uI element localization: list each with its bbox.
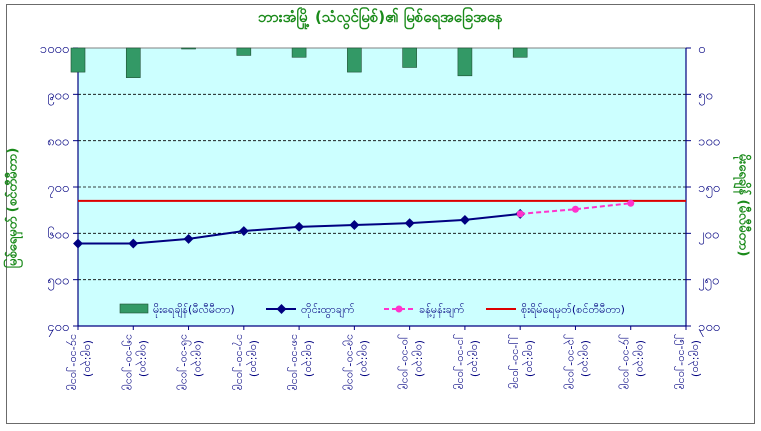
x-time-label: (၀၉:၃၀) — [412, 340, 427, 377]
left-tick-label: ၅၀၀ — [47, 274, 69, 291]
left-tick-label: ၇၀၀ — [47, 181, 69, 198]
x-date-label: ၁၆-၁၀-၂၀၁၉ — [177, 334, 192, 391]
left-tick-label: ၈၀၀ — [47, 135, 69, 150]
x-time-label: (၀၉:၃၀) — [80, 340, 95, 377]
observed-point — [349, 220, 360, 230]
forecast-line — [520, 202, 631, 215]
x-time-label: (၀၉:၃၀) — [301, 340, 316, 377]
x-time-label: (၀၉:၃၀) — [522, 340, 537, 377]
rainfall-bar — [291, 47, 307, 58]
x-time-label: (၀၉:၃၀) — [246, 340, 261, 377]
x-tick-label: ၂၂-၁၀-၂၀၁၉ (၀၉:၃၀) — [508, 334, 537, 389]
x-tick-label: ၂၁-၁၀-၂၀၁၉ (၀၉:၃၀) — [453, 334, 482, 390]
x-tick-label: ၁၈-၁၀-၂၀၁၉ (၀၉:၃၀) — [287, 334, 316, 391]
rainfall-bar — [457, 47, 473, 77]
x-tick-label: ၂၄-၁၀-၂၀၁၉ (၀၉:၃၀) — [619, 334, 648, 390]
x-tick-label: ၁၄-၁၀-၂၀၁၉ (၀၉:၃၀) — [66, 334, 95, 391]
legend-observed-label: တိုင်းထွာချက် — [301, 303, 355, 318]
left-tick-label: ၁၀၀၀ — [40, 42, 69, 57]
right-tick-label: ၃၀၀ — [698, 320, 720, 337]
x-date-label: ၁၄-၁၀-၂၀၁၉ — [66, 334, 81, 391]
rainfall-bar — [125, 47, 141, 78]
observed-point — [183, 233, 194, 244]
right-tick-label: ၁၅၀ — [698, 181, 720, 198]
rainfall-bar — [347, 47, 362, 73]
observed-point — [128, 238, 139, 249]
legend-forecast-label: ခန့်မှန်းချက် — [419, 303, 465, 318]
legend-forecast-marker — [395, 305, 403, 313]
observed-point — [73, 238, 83, 249]
legend-warning-label: စိုးရိမ်ရေမှတ်(စင်တီမီတာ) — [521, 303, 625, 318]
rainfall-bar — [402, 47, 417, 68]
rainfall-bar — [512, 47, 528, 58]
x-time-label: (၀၉:၃၀) — [688, 340, 703, 377]
x-date-label: ၁၈-၁၀-၂၀၁၉ — [287, 334, 302, 391]
observed-point — [459, 214, 470, 225]
x-tick-label: ၂၅-၁၀-၂၀၁၉ (၀၉:၃၀) — [674, 334, 703, 390]
observed-point — [294, 221, 305, 232]
observed-point — [238, 226, 249, 236]
x-date-label: ၂၀-၁၀-၂၀၁၉ — [398, 334, 413, 390]
x-time-label: (၀၉:၃၀) — [356, 340, 371, 377]
x-time-label: (၀၉:၃၀) — [467, 340, 482, 377]
x-tick-label: ၂၃-၁၀-၂၀၁၉ (၀၉:၃၀) — [563, 334, 592, 390]
x-date-label: ၂၄-၁၀-၂၀၁၉ — [619, 334, 634, 390]
x-time-label: (၀၉:၃၀) — [633, 340, 648, 377]
x-date-label: ၂၃-၁၀-၂၀၁၉ — [563, 334, 578, 390]
left-tick-label: ၉၀၀ — [47, 88, 69, 105]
right-tick-label: ၀ — [698, 42, 705, 57]
x-tick-label: ၁၆-၁၀-၂၀၁၉ (၀၉:၃၀) — [177, 334, 206, 391]
left-tick-label: ၆၀၀ — [47, 226, 69, 242]
right-tick-label: ၅၀ — [698, 88, 713, 105]
forecast-point — [516, 210, 524, 218]
chart-title: ဘားအံမြို့ (သံလွင်မြစ်)၏ မြစ်ရေအခြေအနေ — [258, 8, 503, 26]
x-date-label: ၂၂-၁၀-၂၀၁၉ — [508, 334, 523, 389]
x-date-label: ၂၁-၁၀-၂၀၁၉ — [453, 334, 468, 390]
rainfall-bar — [70, 47, 86, 73]
legend-rainfall-label: မိုးရေချိန်(မီလီမီတာ) — [153, 303, 235, 318]
x-tick-label: ၁၉-၁၀-၂၀၁၉ (၀၉:၃၀) — [342, 334, 371, 391]
x-tick-label: ၂၀-၁၀-၂၀၁၉ (၀၉:၃၀) — [398, 334, 427, 390]
forecast-point — [627, 199, 635, 207]
rainfall-bar — [236, 47, 252, 56]
x-tick-label: ၁၅-၁၀-၂၀၁၉ (၀၉:၃၀) — [121, 334, 150, 391]
x-time-label: (၀၉:၃၀) — [577, 340, 592, 377]
right-tick-label: ၂၅၀ — [698, 274, 719, 291]
x-date-label: ၁၅-၁၀-၂၀၁၉ — [121, 334, 136, 391]
x-tick-label: ၁၇-၁၀-၂၀၁၉ (၀၉:၃၀) — [232, 334, 261, 391]
forecast-point — [571, 205, 579, 213]
left-tick-label: ၄၀၀ — [47, 320, 69, 337]
x-date-label: ၂၅-၁၀-၂၀၁၉ — [674, 334, 689, 390]
legend-observed-marker — [276, 304, 287, 314]
x-time-label: (၀၉:၃၀) — [191, 340, 206, 377]
legend-rainfall-swatch — [119, 303, 149, 314]
rainfall-bar — [181, 47, 196, 50]
right-tick-label: ၂၀၀ — [698, 227, 719, 244]
x-time-label: (၀၉:၃၀) — [135, 340, 150, 377]
x-date-label: ၁၇-၁၀-၂၀၁၉ — [232, 334, 247, 391]
x-date-label: ၁၉-၁၀-၂၀၁၉ — [342, 334, 357, 391]
observed-point — [404, 218, 415, 229]
right-tick-label: ၁၀၀ — [698, 135, 720, 150]
